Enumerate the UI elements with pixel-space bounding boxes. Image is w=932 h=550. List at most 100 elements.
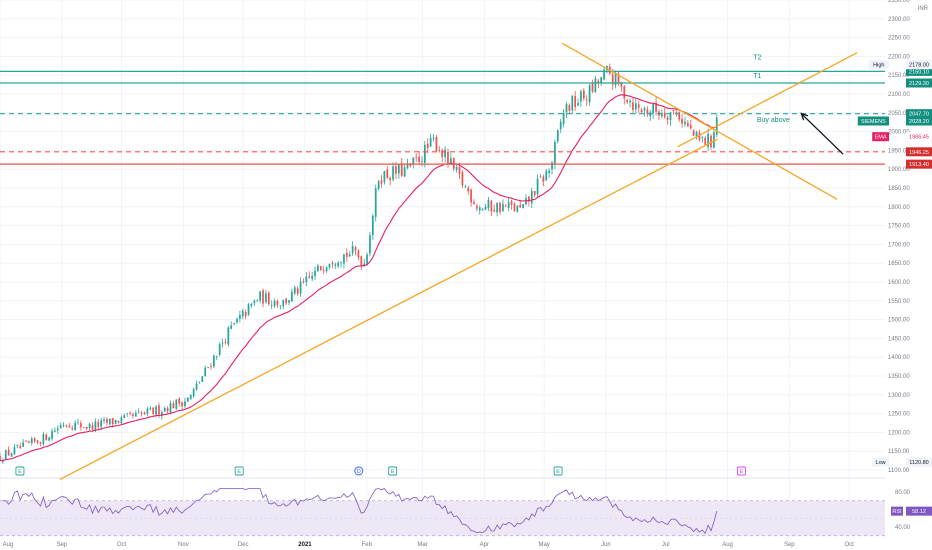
candle-body — [348, 254, 351, 257]
candle-body — [452, 157, 455, 169]
candle-body — [215, 356, 218, 358]
candle-body — [71, 427, 74, 430]
candle-body — [412, 157, 415, 165]
candle-body — [198, 382, 201, 384]
time-tick-label: Aug — [722, 542, 733, 548]
candle-body — [646, 109, 649, 114]
candle-body — [637, 104, 640, 108]
candle-body — [455, 166, 458, 170]
candle-body — [106, 418, 108, 423]
candle-body — [97, 422, 100, 427]
price-tick-label: 1350.00 — [888, 374, 910, 380]
price-tick-label: 2200.00 — [888, 54, 910, 60]
price-tick-label: 1500.00 — [888, 318, 910, 324]
candle-body — [689, 125, 692, 129]
price-tag-value: 2160.10 — [909, 69, 929, 75]
price-tag-value: 1120.80 — [909, 460, 928, 466]
candle-body — [25, 441, 27, 443]
price-tick-label: 1750.00 — [888, 224, 910, 230]
time-axis[interactable]: Aug Sep Oct Nov Dec 2021 Feb Mar Apr May Jun Jul Aug… — [3, 542, 854, 548]
candle-body — [692, 130, 695, 136]
candle-body — [45, 434, 48, 441]
candle-body — [629, 100, 631, 103]
event-marker-badge — [388, 466, 398, 476]
event-marker-label: E — [18, 469, 22, 475]
price-axis[interactable]: INR 1100.00 1150.00 1200.00 1250.00 1300.00 1… — [888, 0, 929, 531]
candle-body — [496, 202, 498, 213]
rsi-name-box — [891, 506, 903, 516]
candle-body — [137, 411, 140, 413]
price-tick-label: 1100.00 — [888, 468, 910, 474]
candle-body — [421, 160, 423, 162]
candle-body — [652, 104, 655, 113]
price-tag-box — [906, 116, 932, 126]
candle-body — [282, 300, 285, 307]
price-tag: EMA 1986.45 — [872, 132, 932, 142]
rsi-value-tag: RSI 58.12 — [891, 506, 932, 516]
candle-body — [146, 408, 149, 414]
candle-body — [13, 447, 16, 455]
rsi-panel — [0, 488, 885, 537]
price-tag-name: EMA — [875, 135, 887, 141]
event-marker-badge — [234, 466, 244, 476]
candle-body — [0, 455, 1, 461]
candle-body — [28, 441, 30, 443]
candle-body — [582, 90, 585, 99]
price-tag: 1946.25 — [906, 147, 932, 157]
time-tick-label: Jun — [601, 542, 611, 548]
candle-body — [473, 202, 475, 204]
candle-body — [253, 300, 256, 304]
candle-body — [62, 425, 65, 426]
candle-body — [580, 91, 582, 102]
candle-body — [354, 247, 357, 251]
candle-body — [59, 425, 62, 428]
candle-body — [163, 407, 166, 412]
candle-body — [33, 438, 36, 441]
candle-body — [556, 130, 559, 142]
candle-body — [322, 270, 325, 272]
candle-body — [458, 166, 461, 175]
time-tick-label: Mar — [417, 542, 427, 548]
candle-body — [114, 419, 117, 424]
rsi-value-box — [906, 506, 932, 516]
candle-body — [620, 81, 623, 87]
price-tag: Low 1120.80 — [872, 457, 932, 467]
candle-body — [423, 144, 426, 163]
currency-label: INR — [918, 6, 929, 12]
candle-body — [129, 412, 131, 414]
candle-body — [380, 180, 383, 184]
candle-body — [710, 135, 712, 148]
candle-body — [134, 412, 137, 417]
candle-body — [207, 367, 209, 368]
candle-body — [250, 303, 253, 306]
price-tick-label: 1300.00 — [888, 393, 910, 399]
event-marker-badge — [553, 466, 563, 476]
price-tick-label: 1800.00 — [888, 205, 910, 211]
candle-body — [91, 425, 94, 430]
price-tag-value: 2129.30 — [909, 81, 929, 87]
price-tick-label: 1450.00 — [888, 336, 910, 342]
candle-body — [660, 113, 663, 117]
time-tick-label: Sep — [784, 542, 795, 548]
candle-body — [386, 169, 389, 178]
candle-body — [614, 73, 617, 86]
candle-body — [36, 440, 39, 443]
candle-body — [331, 263, 334, 265]
candle-body — [311, 275, 314, 279]
candle-body — [80, 423, 82, 428]
candle-body — [192, 389, 195, 397]
candle-body — [305, 276, 308, 283]
candle-body — [140, 412, 143, 414]
grid — [0, 0, 885, 538]
time-tick-label: Feb — [362, 542, 373, 548]
candle-body — [94, 421, 97, 431]
candle-body — [166, 408, 169, 412]
candle-body — [389, 177, 392, 181]
trendlines — [59, 42, 858, 480]
candle-body — [149, 408, 152, 410]
time-tick-label: Aug — [3, 542, 14, 548]
trendline — [59, 138, 718, 480]
candle-body — [545, 171, 548, 181]
candle-body — [155, 406, 157, 415]
